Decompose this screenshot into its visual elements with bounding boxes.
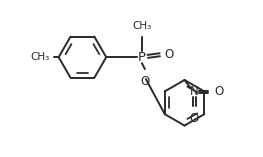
Text: N: N [190, 85, 199, 98]
Text: CH₃: CH₃ [31, 52, 50, 62]
Text: O: O [190, 112, 199, 125]
Text: CH₃: CH₃ [132, 21, 151, 31]
Text: O: O [214, 85, 224, 98]
Text: O: O [165, 48, 174, 61]
Text: O: O [140, 75, 149, 88]
Text: P: P [138, 51, 146, 64]
